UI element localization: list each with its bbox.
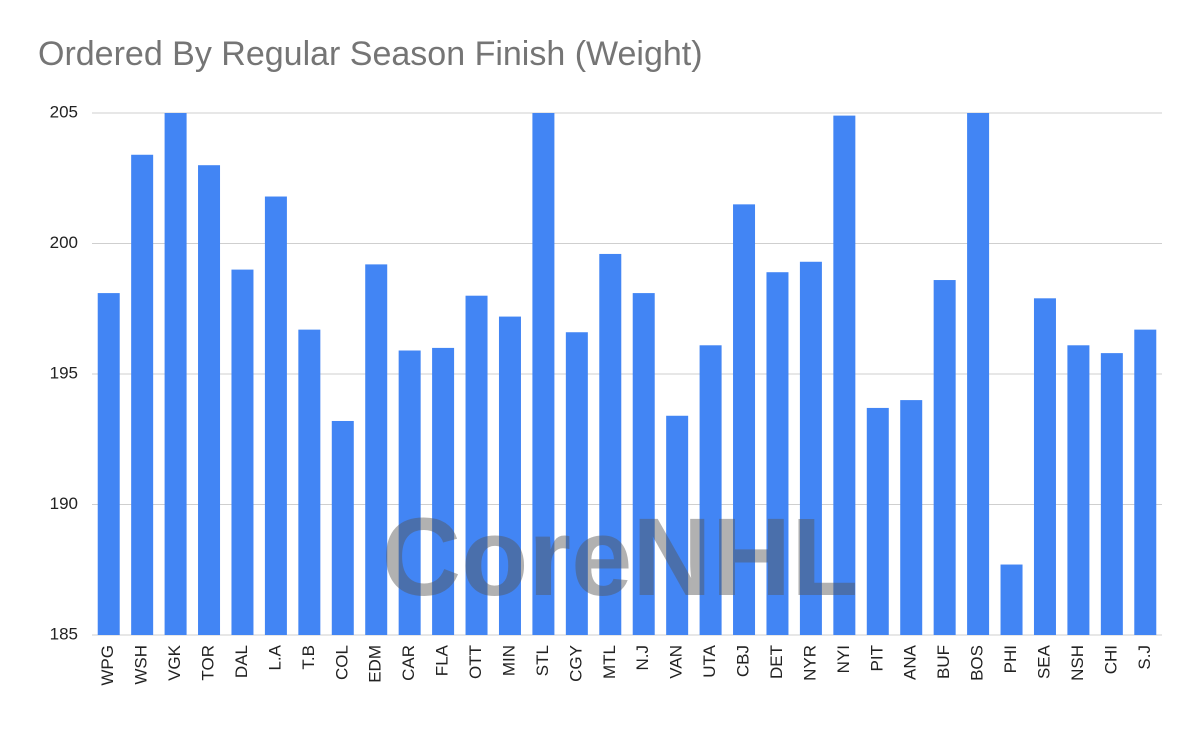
x-tick-label: PIT xyxy=(867,645,886,671)
x-tick-label: ANA xyxy=(901,644,920,680)
bar xyxy=(131,154,154,635)
bar xyxy=(599,253,622,635)
x-tick-label: CGY xyxy=(566,645,585,682)
x-tick-label: CBJ xyxy=(734,645,753,677)
bar xyxy=(866,407,889,635)
x-tick-label: MIN xyxy=(499,645,518,676)
bar xyxy=(733,204,756,635)
x-tick-label: BOS xyxy=(968,645,987,681)
bars xyxy=(97,113,1157,636)
x-tick-label: WPG xyxy=(98,645,117,686)
y-tick-label: 195 xyxy=(50,363,78,382)
x-tick-label: NYI xyxy=(834,645,853,673)
bar xyxy=(298,329,321,635)
x-tick-label: MTL xyxy=(600,645,619,679)
bar xyxy=(799,261,822,635)
x-tick-label: PHI xyxy=(1001,645,1020,673)
x-tick-label: N.J xyxy=(633,645,652,671)
bar xyxy=(1100,353,1123,635)
bar xyxy=(699,345,722,635)
x-tick-label: S.J xyxy=(1135,645,1154,670)
bar xyxy=(632,293,655,635)
x-tick-label: DET xyxy=(767,645,786,679)
watermark: CoreNHL xyxy=(382,496,859,619)
bar xyxy=(565,332,588,635)
x-tick-label: STL xyxy=(533,645,552,676)
bar xyxy=(766,272,789,635)
bar xyxy=(967,113,990,635)
bar xyxy=(1134,329,1157,635)
x-tick-label: COL xyxy=(332,645,351,680)
bar xyxy=(666,415,689,635)
bar xyxy=(97,293,120,635)
bar xyxy=(933,280,956,635)
bar xyxy=(1000,564,1023,635)
bar xyxy=(432,347,455,635)
bar xyxy=(198,165,221,635)
bar xyxy=(365,264,388,635)
bar xyxy=(900,400,923,635)
x-tick-label: L.A xyxy=(265,644,284,670)
bar xyxy=(1067,345,1090,635)
bar xyxy=(398,350,421,635)
bar xyxy=(164,113,187,635)
bar xyxy=(498,316,521,635)
x-tick-label: BUF xyxy=(934,645,953,679)
bar xyxy=(264,196,287,635)
x-tick-label: VAN xyxy=(667,645,686,679)
chart-title: Ordered By Regular Season Finish (Weight… xyxy=(38,35,703,73)
x-tick-label: UTA xyxy=(700,644,719,677)
x-tick-label: SEA xyxy=(1034,644,1053,679)
x-tick-label: WSH xyxy=(132,645,151,685)
x-tick-label: TOR xyxy=(199,645,218,681)
y-tick-label: 205 xyxy=(50,102,78,121)
x-tick-label: VGK xyxy=(165,644,184,681)
labels: 185 190 195 200 205 WPG WSH VGK TOR DAL L.A T.B COL E… xyxy=(50,102,1154,685)
y-tick-label: 185 xyxy=(50,624,78,643)
x-tick-label: DAL xyxy=(232,645,251,678)
bar xyxy=(231,269,254,635)
y-tick-label: 190 xyxy=(50,494,78,513)
x-tick-label: CAR xyxy=(399,645,418,681)
bar xyxy=(1033,298,1056,635)
x-tick-label: NYR xyxy=(800,645,819,681)
x-tick-label: OTT xyxy=(466,645,485,679)
y-tick-label: 200 xyxy=(50,233,78,252)
x-tick-label: EDM xyxy=(366,645,385,683)
bar xyxy=(331,420,354,635)
x-tick-label: CHI xyxy=(1101,645,1120,674)
bar xyxy=(833,115,856,636)
x-tick-label: FLA xyxy=(433,644,452,676)
bar xyxy=(465,295,488,635)
bar xyxy=(532,113,555,635)
x-tick-label: NSH xyxy=(1068,645,1087,681)
x-tick-label: T.B xyxy=(299,645,318,670)
